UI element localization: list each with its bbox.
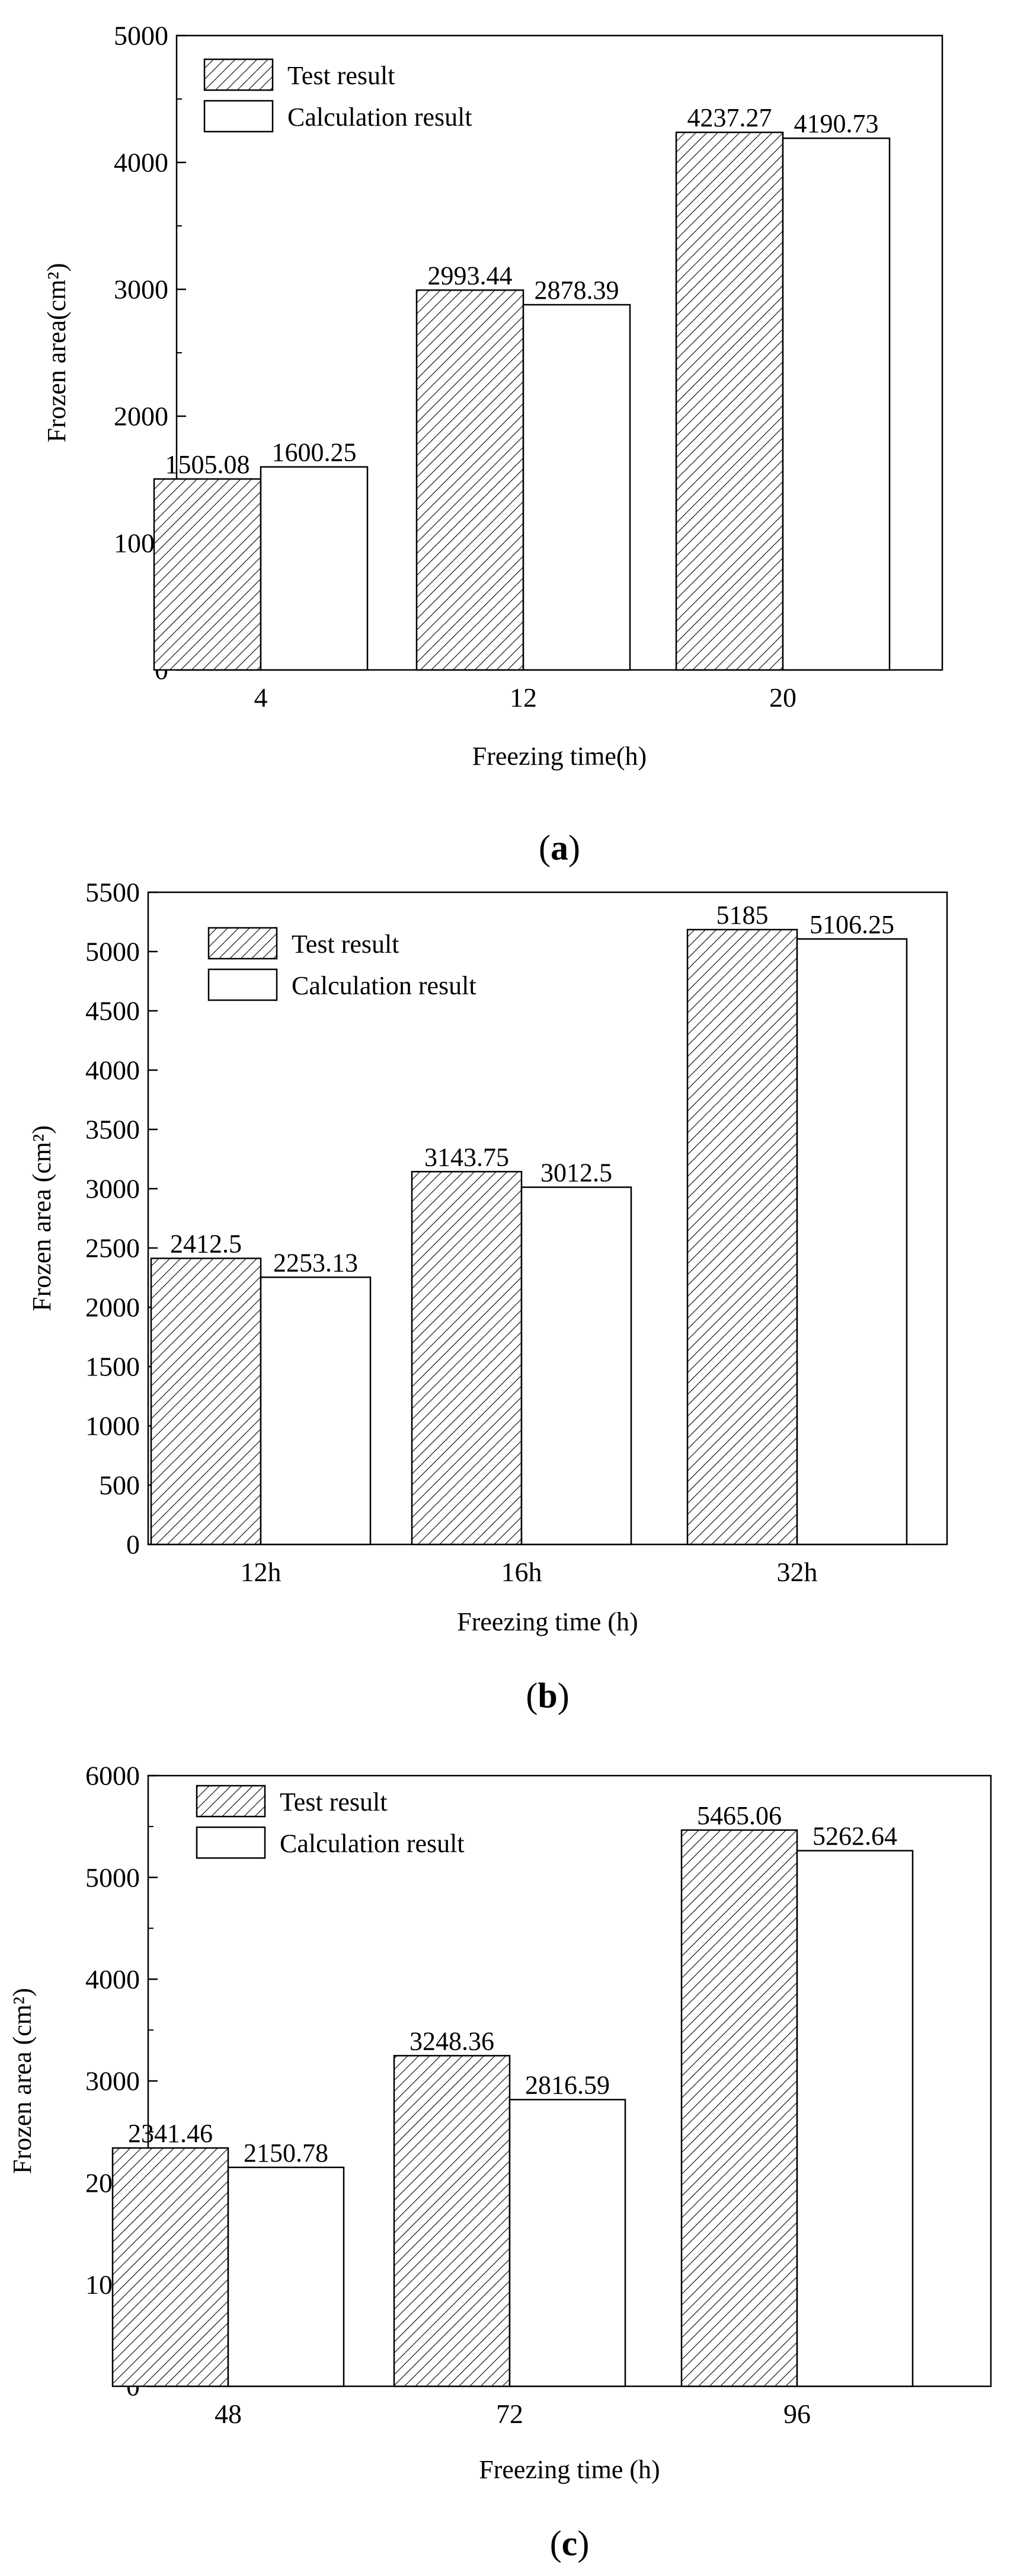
x-tick-label: 12 [510, 682, 537, 713]
bar-value-label: 5262.64 [813, 1822, 897, 1851]
bar-test-32h [686, 928, 798, 1546]
legend-swatch-test [203, 58, 274, 91]
y-tick-label: 0 [126, 1530, 140, 1560]
bar-test-12h [150, 1257, 262, 1546]
chart-panel-a: 01000200030004000500041505.081600.251229… [42, 21, 943, 867]
y-tick-label: 5000 [85, 937, 140, 967]
legend-label: Test result [280, 1787, 387, 1817]
bar-calculation-48 [227, 2166, 345, 2387]
bar-test-20 [675, 131, 784, 671]
bar-value-label: 2150.78 [244, 2138, 328, 2168]
bar-calculation-72 [508, 2099, 626, 2387]
y-tick-label: 6000 [85, 1761, 140, 1791]
y-tick-label: 3000 [85, 2066, 140, 2096]
y-tick-label: 500 [99, 1470, 140, 1501]
bar-test-96 [680, 1829, 798, 2387]
y-tick-label: 4000 [114, 148, 168, 178]
bar-calculation-32h [796, 938, 908, 1546]
y-axis-title: Frozen area (cm²) [8, 1988, 37, 2174]
bar-value-label: 1505.08 [165, 450, 250, 479]
bar-test-72 [393, 2055, 511, 2387]
y-tick-label: 2000 [114, 401, 168, 432]
y-tick-label: 4500 [85, 996, 140, 1026]
bar-calculation-4 [260, 466, 369, 671]
panel-label: (c) [550, 2524, 590, 2563]
x-tick-label: 72 [496, 2399, 523, 2429]
panel-label: (a) [539, 828, 580, 867]
legend-label: Test result [292, 930, 399, 959]
x-tick-label: 32h [777, 1557, 818, 1587]
x-tick-label: 4 [254, 682, 268, 713]
x-axis-title: Freezing time (h) [479, 2455, 660, 2484]
x-tick-label: 16h [501, 1557, 542, 1587]
bar-value-label: 2816.59 [525, 2070, 610, 2099]
bar-test-16h [411, 1171, 523, 1546]
bar-value-label: 2253.13 [273, 1248, 358, 1277]
x-axis-title: Freezing time(h) [472, 742, 647, 771]
bar-test-4 [153, 478, 262, 671]
bar-value-label: 4237.27 [687, 103, 772, 132]
legend-label: Test result [287, 61, 395, 90]
bar-value-label: 1600.25 [272, 438, 357, 467]
bar-calculation-16h [520, 1186, 632, 1546]
x-tick-label: 12h [241, 1557, 282, 1587]
bar-value-label: 2412.5 [170, 1230, 242, 1259]
x-tick-label: 48 [215, 2399, 242, 2429]
bar-value-label: 5185 [716, 901, 769, 930]
x-tick-label: 20 [769, 682, 797, 713]
x-tick-label: 96 [783, 2399, 811, 2429]
chart-panel-c: 0100020003000400050006000482341.462150.7… [8, 1761, 992, 2563]
bar-value-label: 2341.46 [128, 2119, 213, 2148]
y-tick-label: 4000 [85, 1964, 140, 1994]
bar-value-label: 3248.36 [410, 2026, 494, 2055]
y-tick-label: 2500 [85, 1233, 140, 1263]
bar-value-label: 4190.73 [794, 109, 879, 138]
y-tick-label: 3000 [114, 274, 168, 305]
legend-swatch-calculation [207, 968, 278, 1001]
legend-swatch-calculation [203, 100, 274, 133]
bar-calculation-20 [782, 137, 891, 671]
bar-value-label: 5106.25 [810, 910, 894, 939]
y-tick-label: 2000 [85, 1292, 140, 1323]
legend-swatch-test [207, 927, 278, 960]
bar-value-label: 3143.75 [424, 1142, 509, 1172]
legend-label: Calculation result [292, 971, 476, 1000]
y-tick-label: 4000 [85, 1055, 140, 1086]
y-tick-label: 3500 [85, 1115, 140, 1145]
legend-label: Calculation result [280, 1829, 465, 1858]
y-tick-label: 3000 [85, 1174, 140, 1204]
legend-label: Calculation result [287, 103, 472, 132]
y-axis-title: Frozen area (cm²) [27, 1125, 56, 1311]
bar-value-label: 2993.44 [428, 261, 513, 290]
bar-test-12 [415, 289, 524, 671]
y-tick-label: 5000 [114, 21, 168, 51]
bar-value-label: 2878.39 [535, 276, 619, 305]
bar-calculation-12h [260, 1276, 372, 1546]
bar-value-label: 5465.06 [697, 1801, 782, 1830]
bar-value-label: 3012.5 [540, 1158, 612, 1188]
legend-swatch-test [196, 1785, 266, 1818]
bar-calculation-96 [796, 1850, 914, 2387]
y-tick-label: 1500 [85, 1352, 140, 1382]
bar-test-48 [111, 2147, 229, 2387]
chart-panel-b: 0 500 1000 1500 2000 2500 3000 3500 4000 4500 5000… [27, 877, 948, 1715]
panel-label: (b) [526, 1676, 569, 1715]
legend-swatch-calculation [196, 1826, 266, 1859]
y-tick-label: 5500 [85, 877, 140, 908]
y-axis-title: Frozen area(cm²) [42, 263, 71, 443]
y-tick-label: 5000 [85, 1862, 140, 1892]
y-tick-label: 1000 [85, 1411, 140, 1441]
bar-calculation-12 [522, 304, 631, 671]
x-axis-title: Freezing time (h) [457, 1607, 638, 1636]
